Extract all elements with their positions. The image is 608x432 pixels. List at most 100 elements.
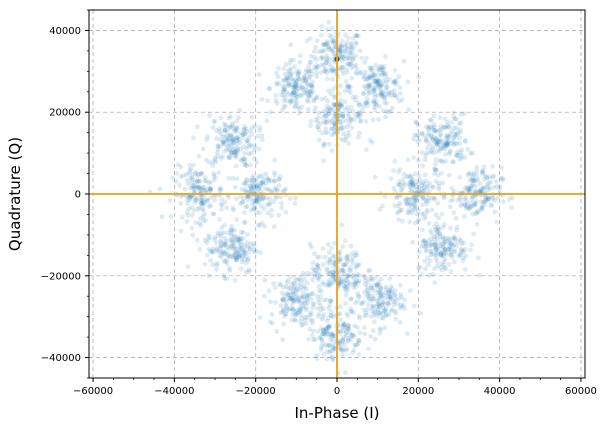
scatter-point	[224, 257, 230, 263]
scatter-point	[500, 177, 506, 183]
scatter-point	[218, 155, 224, 161]
scatter-point	[325, 260, 330, 265]
scatter-point	[376, 78, 382, 84]
scatter-point	[295, 297, 301, 303]
scatter-point	[304, 307, 309, 313]
scatter-point	[330, 333, 336, 338]
scatter-point	[332, 121, 337, 126]
scatter-point	[462, 155, 467, 160]
scatter-point	[396, 203, 401, 209]
scatter-point	[293, 81, 298, 87]
scatter-point	[329, 132, 335, 138]
scatter-point	[355, 272, 361, 277]
scatter-point	[307, 293, 313, 298]
scatter-point	[343, 289, 349, 294]
scatter-point	[410, 195, 415, 201]
scatter-point	[349, 296, 354, 302]
scatter-point	[327, 323, 332, 328]
scatter-point	[376, 66, 382, 72]
scatter-point	[233, 250, 238, 256]
scatter-point	[376, 282, 382, 287]
scatter-point	[321, 312, 327, 317]
scatter-point	[226, 142, 231, 147]
scatter-point	[212, 235, 218, 240]
scatter-point	[329, 245, 334, 251]
scatter-point	[357, 130, 362, 136]
scatter-point	[392, 92, 397, 98]
scatter-point	[206, 180, 212, 186]
scatter-point	[456, 253, 461, 259]
scatter-point	[480, 169, 486, 175]
scatter-point	[218, 187, 224, 192]
scatter-point	[290, 295, 296, 301]
scatter-point	[294, 93, 299, 99]
scatter-point	[214, 150, 220, 155]
scatter-point	[255, 186, 261, 192]
scatter-point	[455, 239, 460, 244]
scatter-point	[397, 98, 402, 104]
scatter-point	[323, 113, 329, 119]
scatter-point	[378, 286, 384, 291]
scatter-point	[379, 83, 385, 88]
scatter-point	[320, 262, 326, 268]
scatter-point	[229, 150, 235, 156]
scatter-point	[435, 142, 440, 148]
scatter-point	[267, 86, 273, 91]
scatter-point	[412, 198, 418, 204]
scatter-point	[459, 155, 464, 161]
scatter-point	[473, 188, 479, 194]
scatter-point	[451, 142, 456, 148]
scatter-point	[323, 332, 328, 338]
scatter-point	[252, 144, 258, 150]
scatter-point	[234, 137, 240, 143]
scatter-point	[317, 254, 322, 260]
scatter-point	[227, 124, 233, 129]
scatter-point	[442, 257, 448, 262]
scatter-point	[242, 160, 248, 165]
scatter-point	[211, 173, 217, 179]
scatter-point	[406, 181, 411, 187]
scatter-point	[383, 74, 388, 79]
scatter-point	[321, 352, 327, 357]
scatter-point	[282, 85, 288, 91]
scatter-point	[317, 274, 323, 280]
scatter-point	[421, 244, 427, 249]
scatter-point	[427, 117, 433, 123]
scatter-point	[254, 248, 260, 254]
scatter-point	[380, 305, 386, 311]
scatter-point	[338, 103, 344, 109]
scatter-point	[257, 222, 262, 228]
scatter-point	[411, 136, 416, 142]
scatter-point	[288, 274, 293, 279]
scatter-point	[510, 195, 515, 201]
scatter-point	[241, 220, 247, 225]
scatter-point	[457, 194, 463, 200]
scatter-point	[363, 147, 369, 153]
scatter-point	[297, 276, 303, 282]
scatter-point	[357, 273, 363, 278]
scatter-point	[466, 205, 472, 211]
scatter-point	[433, 245, 438, 251]
scatter-point	[426, 131, 431, 136]
scatter-point	[419, 186, 425, 191]
scatter-point	[219, 202, 225, 208]
scatter-point	[440, 159, 446, 165]
scatter-point	[243, 187, 249, 193]
scatter-point	[206, 246, 212, 252]
scatter-point	[244, 129, 250, 135]
scatter-point	[290, 289, 295, 295]
scatter-point	[257, 315, 263, 321]
scatter-point	[332, 240, 337, 246]
scatter-point	[415, 133, 420, 139]
scatter-point	[415, 219, 421, 225]
scatter-point	[389, 286, 395, 292]
scatter-point	[433, 253, 439, 258]
scatter-point	[277, 281, 282, 287]
scatter-point	[231, 136, 236, 142]
scatter-point	[356, 114, 362, 120]
scatter-point	[332, 261, 338, 267]
scatter-point	[366, 81, 371, 87]
scatter-point	[382, 100, 387, 105]
scatter-point	[370, 305, 376, 311]
scatter-point	[339, 345, 344, 351]
